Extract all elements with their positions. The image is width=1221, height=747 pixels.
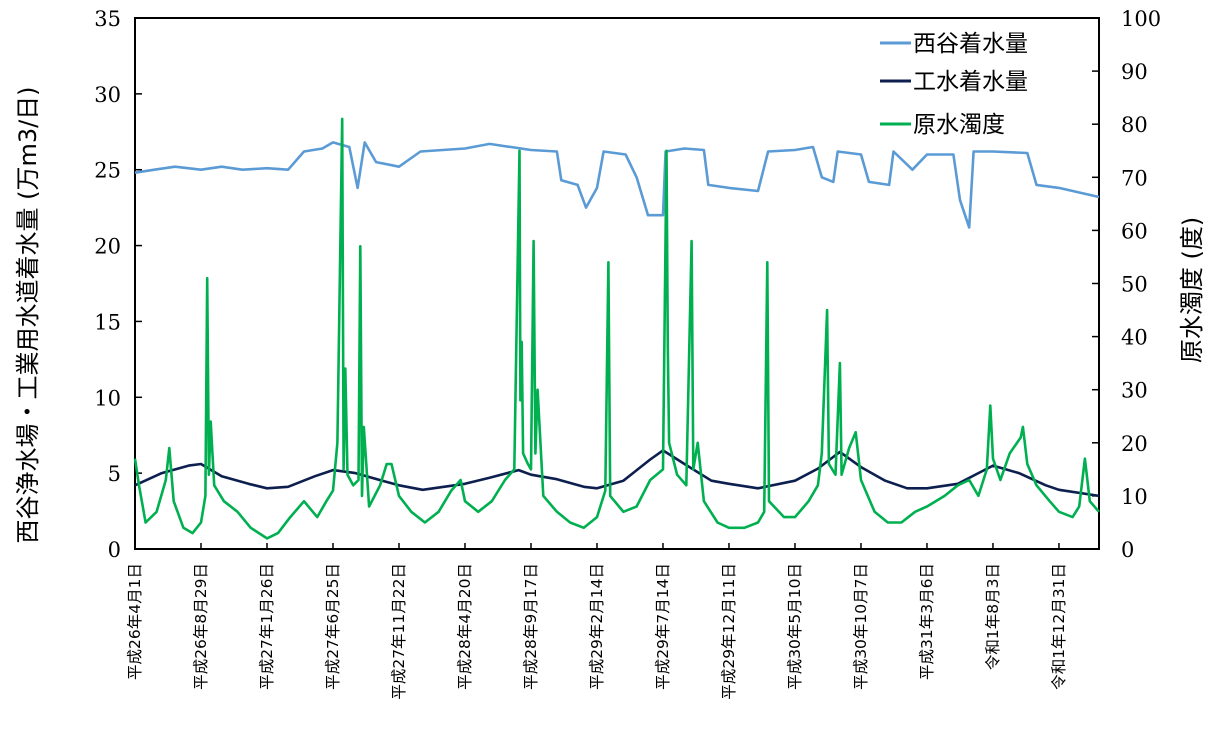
x-tick-label: 令和1年12月31日: [1050, 563, 1068, 690]
series-line-2: [133, 117, 1100, 540]
y-right-tick-label: 10: [1121, 485, 1148, 509]
y-right-tick-label: 60: [1121, 219, 1148, 243]
x-tick-label: 平成28年9月17日: [522, 563, 540, 690]
y-right-tick-label: 0: [1121, 538, 1134, 562]
y-left-tick-labels: 0 5 10 15 20 25 30 35: [94, 7, 142, 562]
x-tick-label: 平成26年4月1日: [126, 563, 144, 680]
y-left-tick-label: 10: [94, 386, 121, 410]
x-tick-label: 平成27年11月22日: [390, 563, 408, 700]
x-tick-label: 平成30年5月10日: [786, 563, 804, 690]
x-tick-label: 平成31年3月6日: [918, 563, 936, 680]
series-line-0: [134, 141, 1100, 229]
y-left-tick-label: 35: [94, 7, 121, 31]
x-tick-label: 平成27年1月26日: [258, 563, 276, 690]
legend: 西谷着水量 工水着水量 原水濁度: [880, 31, 1028, 138]
y-right-tick-label: 70: [1121, 166, 1148, 190]
y-right-tick-label: 50: [1121, 273, 1148, 297]
y-right-tick-label: 100: [1121, 7, 1161, 31]
legend-label-nishiya: 西谷着水量: [913, 31, 1028, 57]
x-tick-label: 平成30年10月7日: [852, 563, 870, 690]
series-lines: [133, 117, 1100, 540]
x-tick-label: 令和1年8月3日: [984, 563, 1002, 670]
y-left-axis-title: 西谷浄水場・工業用水道着水量 (万m3/日): [14, 86, 42, 543]
y-right-tick-label: 80: [1121, 113, 1148, 137]
y-left-tick-label: 20: [94, 235, 121, 259]
y-right-tick-label: 30: [1121, 379, 1148, 403]
x-tick-labels: 平成26年4月1日 平成26年8月29日 平成27年1月26日 平成27年6月25日 平…: [126, 543, 1068, 700]
x-tick-label: 平成29年2月14日: [588, 563, 606, 690]
y-left-tick-label: 15: [94, 310, 121, 334]
y-right-tick-labels: 0 10 20 30 40 50 60 70 80 90 100: [1092, 7, 1161, 562]
y-left-tick-label: 5: [108, 462, 121, 486]
y-right-axis-title: 原水濁度 (度): [1178, 217, 1206, 363]
legend-label-turbidity: 原水濁度: [913, 112, 1005, 138]
plot-area: [134, 17, 1100, 550]
y-right-tick-label: 40: [1121, 326, 1148, 350]
y-left-tick-label: 30: [94, 83, 121, 107]
x-tick-label: 平成29年7月14日: [654, 563, 672, 690]
x-tick-label: 平成28年4月20日: [456, 563, 474, 690]
y-right-tick-label: 20: [1121, 432, 1148, 456]
y-right-tick-label: 90: [1121, 60, 1148, 84]
x-tick-label: 平成27年6月25日: [324, 563, 342, 690]
legend-label-kousui: 工水着水量: [913, 69, 1028, 95]
y-left-tick-label: 0: [108, 538, 121, 562]
y-left-tick-label: 25: [94, 159, 121, 183]
x-tick-label: 平成26年8月29日: [192, 563, 210, 690]
x-tick-label: 平成29年12月11日: [720, 563, 738, 700]
